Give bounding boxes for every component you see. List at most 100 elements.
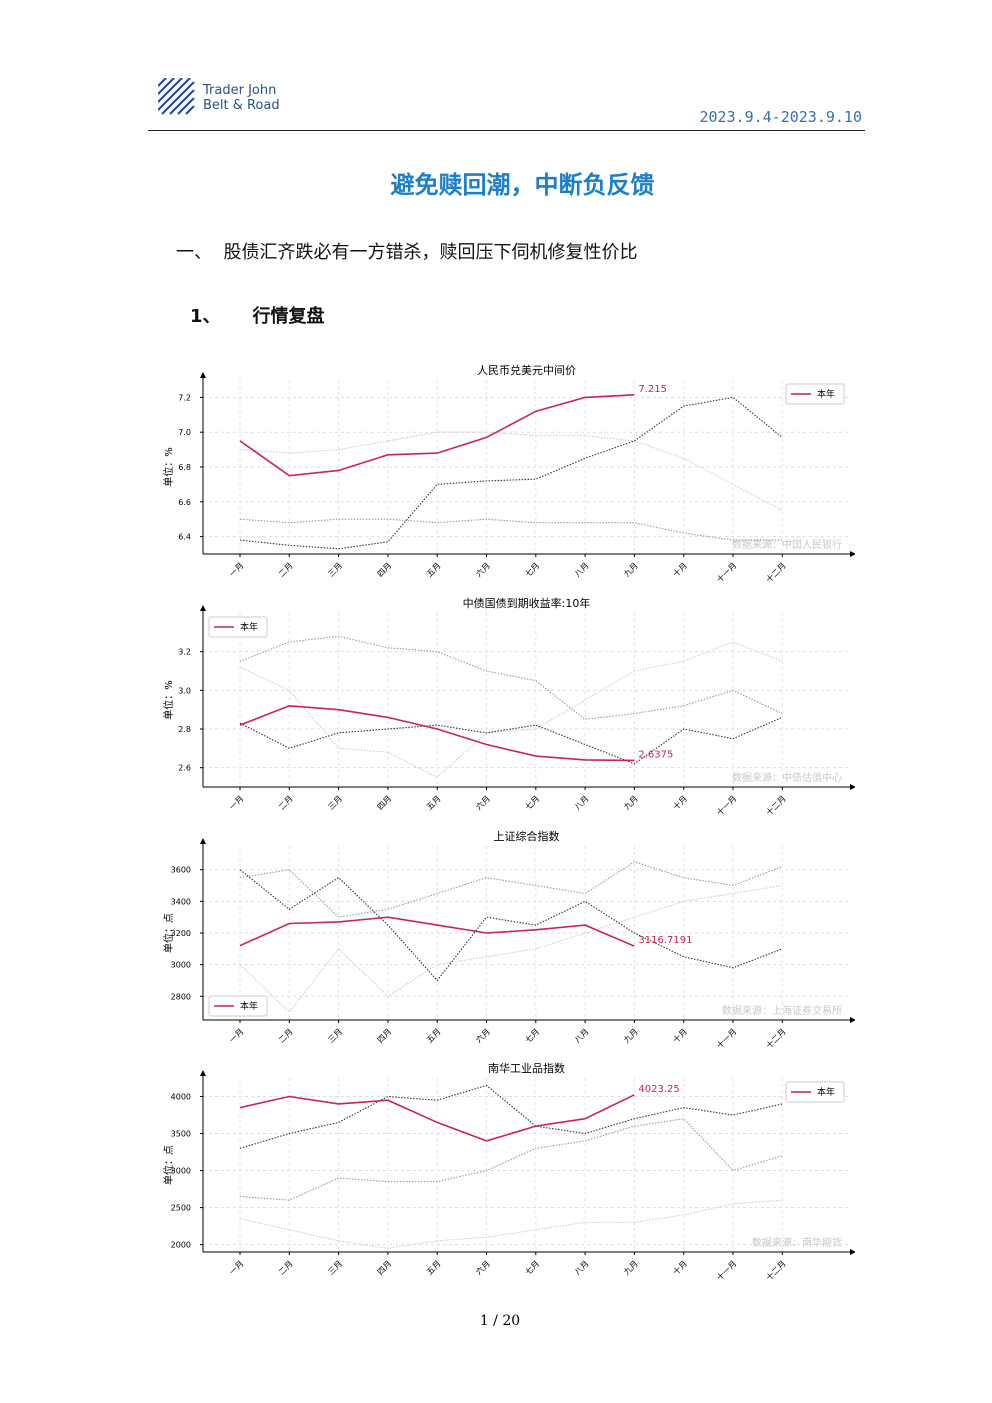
logo-text: Trader John Belt & Road bbox=[203, 83, 280, 113]
chart-title: 南华工业品指数 bbox=[488, 1061, 565, 1075]
y-axis-label: 单位：% bbox=[162, 680, 175, 720]
x-tick-label: 十一月 bbox=[714, 560, 738, 584]
y-tick-label: 2.8 bbox=[178, 725, 191, 734]
x-axis-arrow bbox=[850, 1017, 855, 1023]
x-tick-label: 三月 bbox=[326, 561, 344, 579]
x-tick-label: 八月 bbox=[573, 1259, 591, 1277]
y-tick-label: 3500 bbox=[171, 1130, 191, 1139]
chart-title: 人民币兑美元中间价 bbox=[477, 363, 576, 377]
series-line bbox=[239, 716, 783, 765]
series-line bbox=[239, 641, 783, 778]
y-tick-label: 3000 bbox=[171, 1167, 191, 1176]
subsection-number: 1、 bbox=[190, 306, 221, 327]
x-tick-label: 六月 bbox=[474, 1258, 492, 1276]
x-tick-label: 二月 bbox=[277, 794, 295, 812]
x-tick-label: 十月 bbox=[671, 1258, 689, 1276]
y-tick-label: 3000 bbox=[171, 961, 191, 970]
y-tick-label: 3.0 bbox=[178, 686, 191, 695]
x-tick-label: 五月 bbox=[425, 1027, 443, 1045]
x-tick-label: 十二月 bbox=[764, 1258, 788, 1282]
x-tick-label: 八月 bbox=[573, 794, 591, 812]
x-tick-label: 六月 bbox=[474, 793, 492, 811]
x-tick-label: 十月 bbox=[671, 560, 689, 578]
x-tick-label: 八月 bbox=[573, 1027, 591, 1045]
x-tick-label: 六月 bbox=[474, 1026, 492, 1044]
series-line bbox=[239, 431, 783, 511]
legend-box bbox=[785, 1081, 845, 1103]
source-note: 数据来源：南华期货 bbox=[752, 1236, 842, 1249]
x-tick-label: 二月 bbox=[277, 1027, 295, 1045]
source-note: 数据来源：中国人民银行 bbox=[732, 538, 842, 551]
x-tick-label: 七月 bbox=[524, 1027, 542, 1045]
x-tick-label: 四月 bbox=[376, 794, 394, 812]
y-tick-label: 6.8 bbox=[178, 463, 191, 472]
x-tick-label: 六月 bbox=[474, 560, 492, 578]
x-tick-label: 三月 bbox=[326, 794, 344, 812]
x-tick-label: 七月 bbox=[524, 1259, 542, 1277]
x-tick-label: 十二月 bbox=[764, 560, 788, 584]
x-tick-label: 七月 bbox=[524, 561, 542, 579]
x-tick-label: 七月 bbox=[524, 794, 542, 812]
x-tick-label: 十月 bbox=[671, 793, 689, 811]
y-tick-label: 7.2 bbox=[178, 393, 191, 402]
y-axis-arrow bbox=[200, 838, 206, 844]
chart-title: 中债国债到期收益率:10年 bbox=[463, 596, 591, 610]
y-tick-label: 6.4 bbox=[178, 533, 191, 542]
logo-line: Trader John bbox=[203, 83, 277, 98]
y-tick-label: 7.0 bbox=[178, 428, 191, 437]
x-tick-label: 八月 bbox=[573, 561, 591, 579]
x-tick-label: 十一月 bbox=[714, 1258, 738, 1282]
x-tick-label: 十一月 bbox=[714, 793, 738, 817]
x-tick-label: 一月 bbox=[228, 1027, 246, 1045]
section-heading: 一、 股债汇齐跌必有一方错杀，赎回压下伺机修复性价比 bbox=[176, 238, 637, 264]
legend-box bbox=[208, 995, 268, 1017]
x-tick-label: 九月 bbox=[622, 794, 640, 812]
subsection-heading: 1、 行情复盘 bbox=[190, 302, 325, 328]
x-axis-arrow bbox=[850, 1249, 855, 1255]
y-axis-label: 单位：点 bbox=[162, 913, 175, 953]
y-tick-label: 3600 bbox=[171, 866, 191, 875]
series-line bbox=[239, 635, 783, 720]
source-note: 数据来源：上海证券交易所 bbox=[722, 1004, 842, 1017]
x-tick-label: 三月 bbox=[326, 1027, 344, 1045]
x-tick-label: 一月 bbox=[228, 561, 246, 579]
x-axis-arrow bbox=[850, 784, 855, 790]
legend-label: 本年 bbox=[817, 1086, 835, 1098]
y-axis-label: 单位：% bbox=[162, 447, 175, 487]
section-text: 股债汇齐跌必有一方错杀，赎回压下伺机修复性价比 bbox=[223, 242, 638, 263]
series-line bbox=[239, 861, 783, 918]
series-line bbox=[239, 1118, 783, 1201]
y-tick-label: 3200 bbox=[171, 929, 191, 938]
y-tick-label: 2800 bbox=[171, 992, 191, 1001]
series-line bbox=[239, 518, 783, 541]
x-tick-label: 九月 bbox=[622, 1027, 640, 1045]
x-tick-label: 五月 bbox=[425, 794, 443, 812]
legend-label: 本年 bbox=[240, 1000, 258, 1012]
x-tick-label: 九月 bbox=[622, 1259, 640, 1277]
end-value-label: 2.6375 bbox=[638, 749, 673, 760]
series-line bbox=[239, 885, 783, 1013]
y-tick-label: 4000 bbox=[171, 1093, 191, 1102]
logo-icon bbox=[158, 78, 195, 115]
subsection-text: 行情复盘 bbox=[252, 306, 325, 327]
date-range: 2023.9.4-2023.9.10 bbox=[699, 108, 862, 126]
x-tick-label: 二月 bbox=[277, 561, 295, 579]
source-note: 数据来源：中债估值中心 bbox=[732, 771, 842, 784]
x-tick-label: 五月 bbox=[425, 1259, 443, 1277]
x-tick-label: 四月 bbox=[376, 1259, 394, 1277]
y-axis-arrow bbox=[200, 605, 206, 611]
header-rule bbox=[148, 130, 865, 131]
legend-label: 本年 bbox=[817, 388, 835, 400]
y-tick-label: 3.2 bbox=[178, 648, 191, 657]
legend-box bbox=[208, 616, 268, 638]
x-tick-label: 十二月 bbox=[764, 793, 788, 817]
end-value-label: 4023.25 bbox=[638, 1084, 679, 1095]
y-axis-label: 单位：点 bbox=[162, 1145, 175, 1185]
logo-line: Belt & Road bbox=[203, 98, 280, 113]
end-value-label: 3116.7191 bbox=[638, 935, 692, 946]
y-tick-label: 2.6 bbox=[178, 764, 191, 773]
series-line bbox=[239, 1199, 783, 1249]
series-line bbox=[239, 916, 635, 947]
